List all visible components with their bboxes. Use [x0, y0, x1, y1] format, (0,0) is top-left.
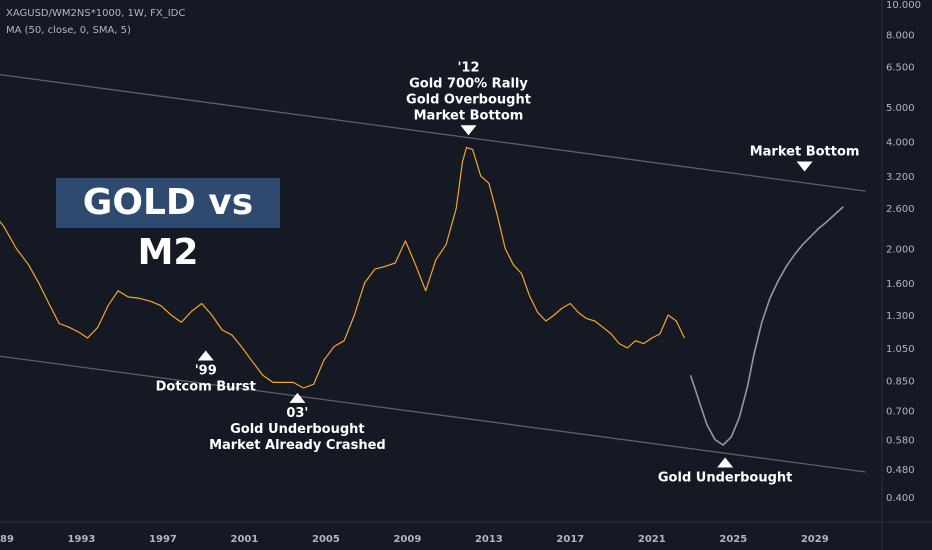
- y-tick-label: 8.000: [886, 30, 915, 41]
- channel-line-lower: [0, 355, 866, 473]
- y-tick-label: 0.580: [886, 436, 915, 447]
- indicator-line: MA (50, close, 0, SMA, 5): [6, 25, 131, 36]
- y-tick-label: 1.600: [886, 279, 915, 290]
- x-tick-label: 1989: [0, 534, 14, 545]
- annotation-label: Gold 700% Rally: [409, 76, 528, 91]
- y-tick-label: 2.600: [886, 204, 915, 215]
- annotation-label: Dotcom Burst: [156, 379, 256, 394]
- y-tick-label: 0.700: [886, 407, 915, 418]
- annotation-label: '99: [195, 363, 217, 378]
- y-tick-label: 1.300: [886, 311, 915, 322]
- annotation-marker-up: [197, 350, 214, 361]
- x-tick-label: 2013: [475, 534, 503, 545]
- y-tick-label: 10.000: [886, 0, 921, 11]
- title-box: [56, 178, 280, 228]
- annotation-label: Market Bottom: [750, 145, 860, 160]
- y-tick-label: 5.000: [886, 103, 915, 114]
- annotation-label: Gold Overbought: [406, 92, 531, 107]
- annotation-label: Gold Underbought: [230, 422, 365, 437]
- annotation-marker-down: [796, 161, 813, 172]
- x-tick-label: 1997: [149, 534, 177, 545]
- y-tick-label: 3.200: [886, 172, 915, 183]
- x-tick-label: 2001: [231, 534, 259, 545]
- chart-title-label: GOLD vs M2: [82, 182, 254, 273]
- y-tick-label: 4.000: [886, 137, 915, 148]
- x-tick-label: 1993: [68, 534, 96, 545]
- y-tick-label: 0.850: [886, 377, 915, 388]
- channel-line-upper: [0, 73, 866, 192]
- projection-line: [689, 206, 844, 446]
- x-tick-label: 2025: [719, 534, 747, 545]
- annotation-marker-down: [460, 125, 477, 136]
- y-tick-label: 0.400: [886, 493, 915, 504]
- annotation-label: '12: [457, 60, 479, 75]
- y-tick-label: 1.050: [886, 344, 915, 355]
- x-tick-label: 2029: [801, 534, 829, 545]
- annotation-label: Gold Underbought: [658, 470, 793, 485]
- y-tick-label: 0.480: [886, 465, 915, 476]
- x-tick-label: 2009: [393, 534, 421, 545]
- y-tick-label: 6.500: [886, 63, 915, 74]
- symbol-line: XAGUSD/WM2NS*1000, 1W, FX_IDC: [6, 8, 186, 19]
- x-tick-label: 2017: [556, 534, 584, 545]
- annotation-label: Market Bottom: [414, 108, 524, 123]
- annotation-marker-up: [289, 392, 306, 403]
- y-tick-label: 2.000: [886, 244, 915, 255]
- x-tick-label: 2021: [638, 534, 666, 545]
- annotation-label: Market Already Crashed: [209, 438, 386, 453]
- x-tick-label: 2005: [312, 534, 340, 545]
- annotation-label: 03': [286, 406, 308, 421]
- ratio-line: [0, 146, 685, 389]
- series-lines: [0, 146, 844, 446]
- annotation-marker-up: [717, 457, 734, 468]
- channel-lines: [0, 73, 866, 473]
